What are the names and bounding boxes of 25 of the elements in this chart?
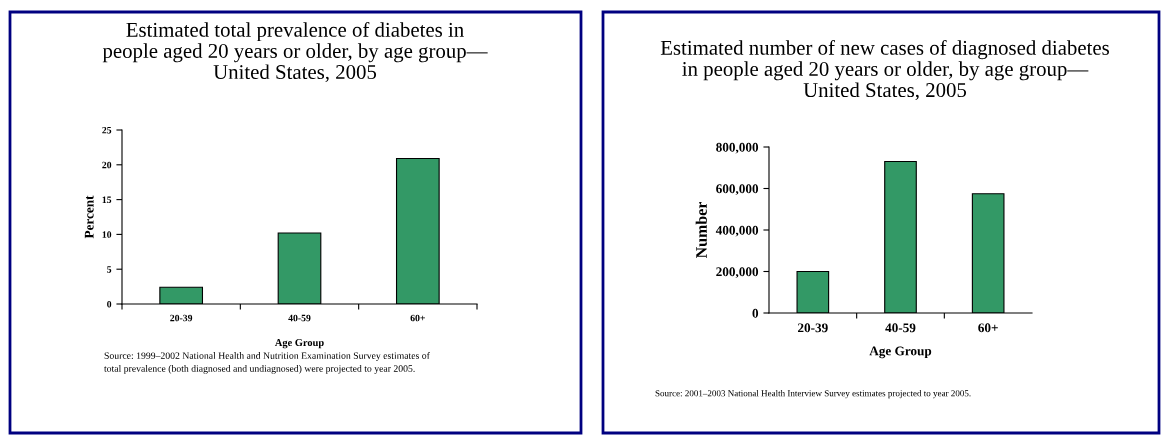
y-tick-label: 800,000 bbox=[716, 142, 759, 154]
y-tick-label: 5 bbox=[107, 266, 112, 273]
chart-title: Estimated number of new cases of diagnosed diabetes in people aged 20 years or older, by age group— United States, 2005 bbox=[660, 40, 1109, 101]
y-tick-label: 15 bbox=[102, 196, 112, 204]
y-tick-label: 20 bbox=[102, 161, 112, 169]
x-tick-label: 40-59 bbox=[885, 323, 916, 333]
y-tick-label: 400,000 bbox=[715, 225, 759, 237]
x-tick-label: 20-39 bbox=[798, 323, 828, 333]
x-tick-label: 20-39 bbox=[170, 314, 193, 322]
y-axis-title: Percent bbox=[84, 195, 94, 239]
y-axis-title: Number bbox=[695, 201, 707, 259]
x-tick-label: 60+ bbox=[978, 323, 998, 333]
y-tick-label: 0 bbox=[752, 308, 759, 318]
y-tick-label: 25 bbox=[102, 126, 112, 134]
source-note: Source: 1999–2002 National Health and Nutrition Examination Survey estimates of total prevalence (both diagnosed and undiagnosed) were projected to year 2005. bbox=[104, 352, 430, 374]
source-note: Source: 2001–2003 National Health Interview Survey estimates projected to year 2005. bbox=[655, 390, 971, 399]
y-tick-label: 200,000 bbox=[716, 267, 759, 279]
x-tick-label: 40-59 bbox=[288, 314, 311, 322]
x-tick-label: 60+ bbox=[410, 314, 425, 322]
x-axis-title: Age Group bbox=[274, 339, 324, 349]
y-tick-label: 10 bbox=[102, 231, 112, 238]
y-tick-label: 0 bbox=[107, 300, 112, 308]
x-axis-title: Age Group bbox=[869, 346, 932, 359]
chart-title: Estimated total prevalence of diabetes in people aged 20 years or older, by age group— United States, 2005 bbox=[102, 22, 488, 83]
y-tick-label: 600,000 bbox=[716, 184, 759, 196]
